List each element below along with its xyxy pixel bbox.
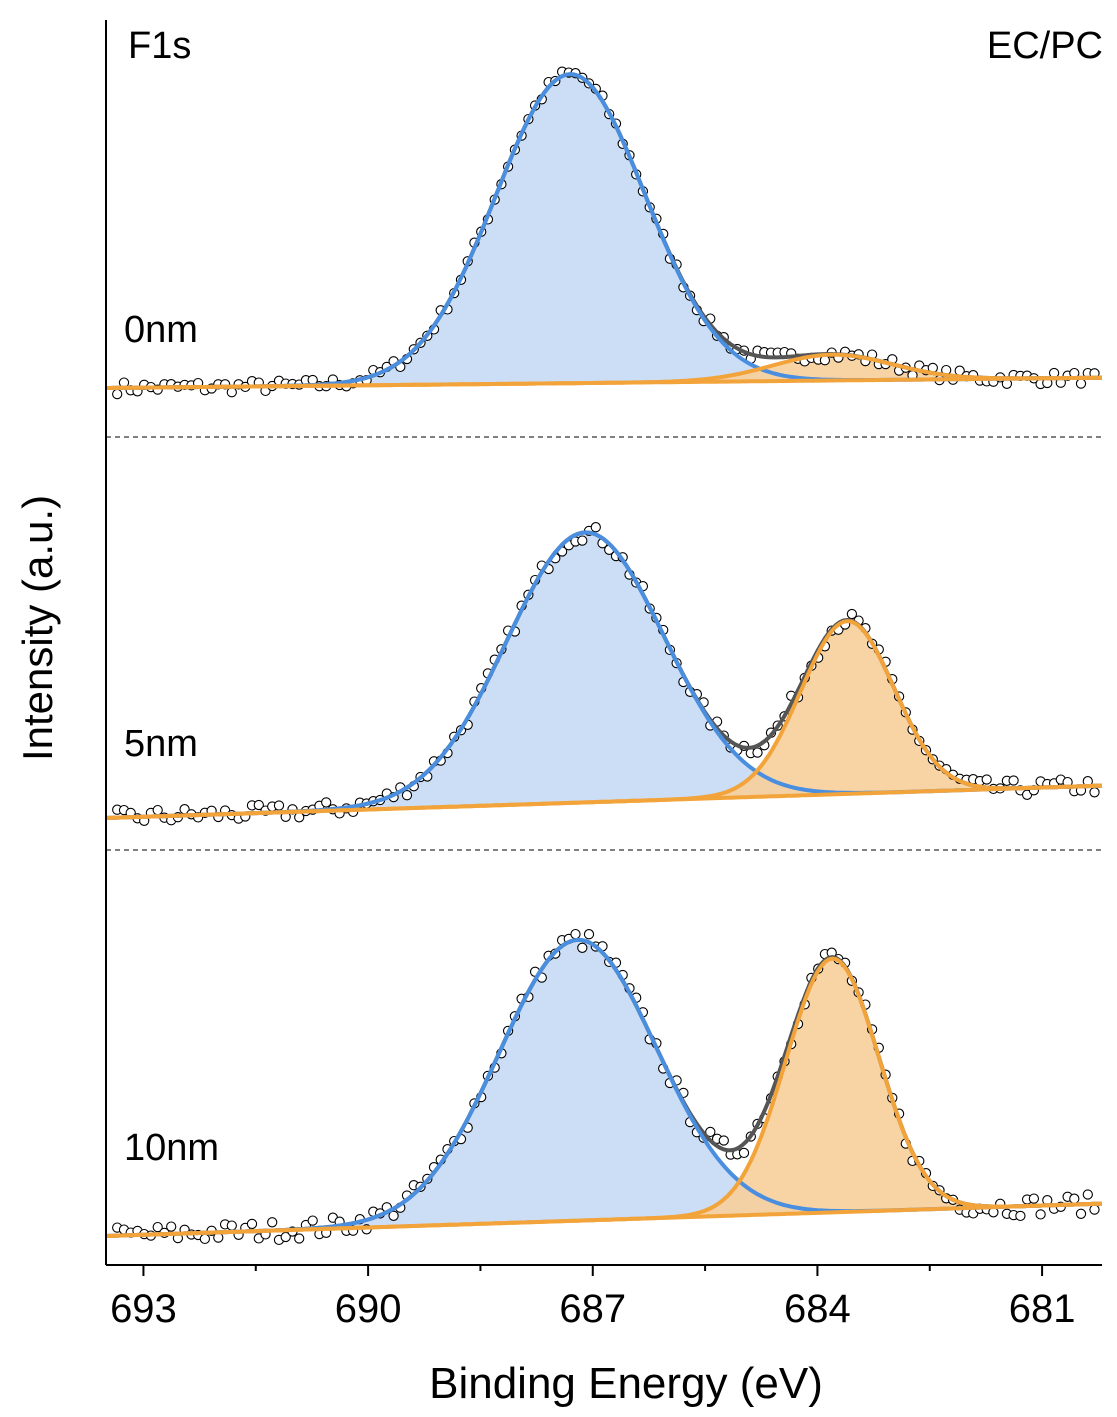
data-point [570, 928, 581, 940]
data-point [226, 1220, 237, 1231]
data-point [253, 799, 264, 811]
data-point [152, 804, 163, 816]
data-point [752, 747, 763, 758]
data-point [1015, 1210, 1026, 1222]
panel-10nm: 10nm [105, 928, 1103, 1246]
data-point [1075, 1208, 1087, 1219]
data-point [846, 608, 858, 620]
panel-0nm: 0nm [106, 66, 1102, 400]
data-point [981, 774, 992, 785]
x-ticks: 693 690 687 684 681 [110, 1265, 1075, 1331]
data-point [401, 790, 413, 801]
data-point [577, 942, 588, 953]
peak-high-fill [106, 74, 1102, 388]
data-point [718, 1135, 729, 1146]
data-point [590, 522, 601, 533]
data-point [280, 1231, 291, 1243]
panels-layer: 0nm 5nm 10nm [105, 66, 1103, 1246]
data-point [577, 535, 588, 546]
data-point [199, 1233, 211, 1245]
x-tick-label: 690 [335, 1287, 402, 1331]
data-point [294, 1233, 305, 1244]
peak-low-fill [106, 621, 1102, 818]
panel-5nm: 5nm [105, 522, 1103, 826]
element-label: F1s [128, 25, 191, 67]
data-point [152, 1221, 163, 1233]
x-tick-label: 681 [1009, 1287, 1076, 1331]
panel-label: 0nm [124, 309, 198, 351]
panel-label: 10nm [124, 1127, 219, 1169]
data-point [1082, 1189, 1093, 1200]
background-line [106, 375, 1102, 390]
y-axis-title: Intensity (a.u.) [14, 495, 61, 761]
data-point [1075, 378, 1087, 389]
peak-low-fill [106, 958, 1102, 1236]
data-point [388, 1210, 399, 1221]
data-point [226, 387, 237, 398]
peak-high-fill [106, 532, 1102, 818]
x-tick-label: 693 [110, 1287, 177, 1331]
data-point [1089, 1204, 1100, 1215]
data-point [246, 1218, 258, 1230]
panel-label: 5nm [124, 723, 198, 765]
data-point [1089, 787, 1100, 798]
data-point [705, 1126, 716, 1138]
x-tick-label: 684 [784, 1287, 851, 1331]
data-point [1069, 1193, 1080, 1204]
data-point [273, 800, 285, 811]
x-tick-label: 687 [559, 1287, 626, 1331]
data-point [583, 929, 595, 940]
data-point [307, 1215, 318, 1226]
peak-high-fill [106, 939, 1102, 1236]
background-line [105, 783, 1103, 820]
data-point [112, 388, 123, 400]
axes-layer [105, 20, 1102, 1266]
data-point [1008, 775, 1019, 786]
data-point [1035, 1209, 1046, 1220]
data-point [1028, 1193, 1040, 1204]
data-point [738, 1147, 750, 1159]
condition-label: EC/PC [987, 25, 1103, 67]
data-point [166, 1221, 177, 1232]
background-line [105, 1201, 1103, 1238]
data-point [321, 797, 332, 808]
data-point [267, 1217, 278, 1228]
x-axis-title: Binding Energy (eV) [429, 1359, 823, 1408]
